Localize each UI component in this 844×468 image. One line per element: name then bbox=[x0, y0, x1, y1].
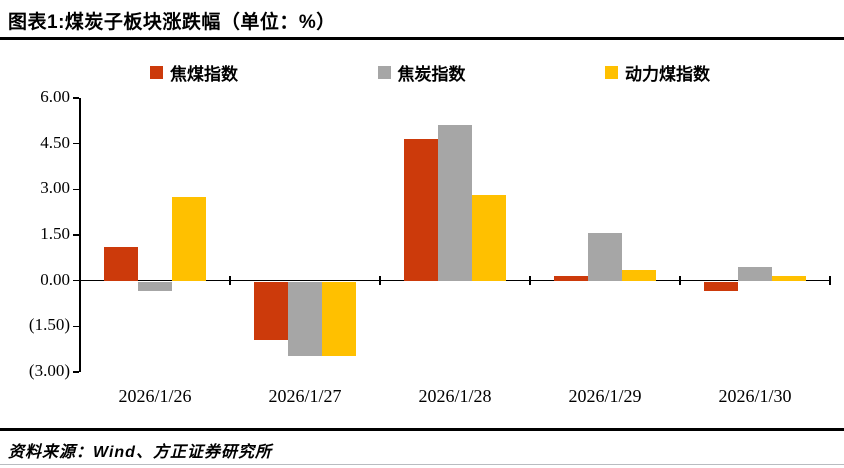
legend-label: 焦炭指数 bbox=[397, 65, 466, 84]
y-axis-tick bbox=[73, 142, 79, 145]
legend-label: 动力煤指数 bbox=[625, 65, 710, 84]
y-axis-line bbox=[79, 98, 81, 372]
x-axis-category-label: 2026/1/28 bbox=[418, 386, 492, 406]
x-axis-tick bbox=[679, 275, 681, 285]
x-axis-category-label: 2026/1/27 bbox=[268, 386, 342, 406]
y-axis-tick bbox=[73, 97, 79, 99]
page-bottom-edge bbox=[0, 464, 844, 465]
bar-动力煤指数-2026/1/27 bbox=[322, 281, 356, 357]
bar-焦煤指数-2026/1/26 bbox=[104, 247, 138, 281]
bar-动力煤指数-2026/1/30 bbox=[772, 276, 806, 281]
chart-legend: 焦煤指数 焦炭指数 动力煤指数 bbox=[150, 60, 710, 85]
chart-title: 图表1:煤炭子板块涨跌幅（单位：%） bbox=[8, 12, 336, 33]
bar-焦煤指数-2026/1/30 bbox=[704, 281, 738, 291]
bar-焦煤指数-2026/1/28 bbox=[404, 139, 438, 281]
bar-动力煤指数-2026/1/29 bbox=[622, 270, 656, 281]
bar-焦炭指数-2026/1/30 bbox=[738, 266, 772, 281]
title-divider-line bbox=[0, 37, 844, 40]
bar-焦炭指数-2026/1/27 bbox=[288, 281, 322, 357]
x-axis-category-label: 2026/1/26 bbox=[118, 386, 192, 406]
y-axis-tick-label: 1.50 bbox=[40, 224, 70, 243]
legend-item-jiaotan: 焦炭指数 bbox=[377, 60, 466, 85]
bar-焦炭指数-2026/1/26 bbox=[138, 281, 172, 291]
legend-swatch-gray bbox=[377, 66, 391, 79]
y-axis-tick bbox=[73, 325, 79, 328]
y-axis-tick bbox=[73, 371, 79, 373]
legend-swatch-yellow bbox=[605, 66, 618, 79]
x-axis-category-label: 2026/1/30 bbox=[718, 386, 792, 406]
legend-label: 焦煤指数 bbox=[170, 65, 238, 84]
legend-item-donglimei: 动力煤指数 bbox=[605, 60, 710, 85]
y-axis-tick bbox=[73, 188, 79, 191]
y-axis-tick-label: (1.50) bbox=[28, 315, 70, 335]
data-source-note: 资料来源：Wind、方正证券研究所 bbox=[8, 444, 272, 461]
x-axis-category-label: 2026/1/29 bbox=[568, 386, 642, 406]
y-axis-tick-label: 4.50 bbox=[40, 132, 70, 152]
bar-动力煤指数-2026/1/28 bbox=[472, 195, 506, 281]
x-axis-tick bbox=[529, 275, 531, 285]
legend-swatch-red bbox=[150, 66, 163, 79]
bar-焦煤指数-2026/1/29 bbox=[554, 276, 588, 281]
x-axis-tick bbox=[229, 275, 231, 285]
y-axis-tick-label: (3.00) bbox=[28, 361, 70, 380]
footer-divider-line bbox=[0, 428, 844, 431]
y-axis-tick-label: 0.00 bbox=[40, 269, 70, 289]
x-axis-tick bbox=[829, 275, 831, 285]
bar-焦炭指数-2026/1/29 bbox=[588, 233, 622, 281]
y-axis-tick-label: 3.00 bbox=[40, 178, 70, 198]
x-axis-tick bbox=[379, 275, 381, 285]
bar-焦炭指数-2026/1/28 bbox=[438, 125, 472, 281]
y-axis-tick bbox=[73, 234, 79, 236]
y-axis-tick-label: 6.00 bbox=[40, 87, 70, 106]
x-axis-line bbox=[79, 279, 830, 282]
bar-动力煤指数-2026/1/26 bbox=[172, 196, 206, 281]
legend-item-jiaomei: 焦煤指数 bbox=[150, 60, 238, 85]
bar-焦煤指数-2026/1/27 bbox=[254, 281, 288, 340]
y-axis-tick bbox=[73, 279, 79, 282]
